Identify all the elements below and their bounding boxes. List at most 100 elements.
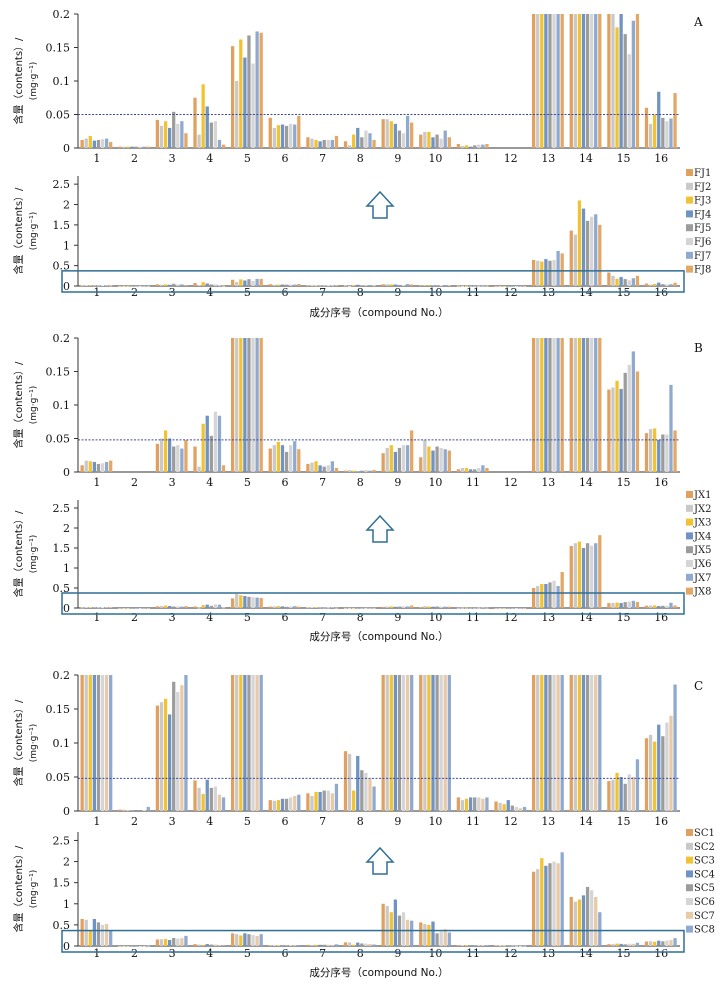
full-bar-JX4-5 bbox=[243, 596, 247, 608]
zoom-bar-SC1-8 bbox=[343, 751, 348, 811]
full-bar-SC6-4 bbox=[213, 944, 218, 946]
full-bar-JX2-16 bbox=[648, 605, 653, 608]
zoom-bar-JX1-4 bbox=[193, 446, 197, 472]
zoom-bar-FJ8-3 bbox=[184, 133, 188, 148]
zoom-bar-JX7-11 bbox=[481, 465, 485, 472]
zoom-bar-FJ5-16 bbox=[661, 117, 665, 148]
zoom-x-tick-label: 13 bbox=[541, 152, 555, 165]
legend-label: FJ7 bbox=[694, 251, 711, 262]
full-bar-SC4-11 bbox=[468, 945, 473, 946]
full-bar-SC1-9 bbox=[381, 903, 385, 946]
zoom-y-tick-label: 0 bbox=[63, 466, 70, 479]
full-bar-JX7-5 bbox=[255, 597, 259, 608]
full-bar-SC4-12 bbox=[506, 945, 510, 946]
full-bar-FJ5-3 bbox=[172, 283, 176, 286]
zoom-bar-JX3-8 bbox=[352, 470, 356, 472]
zoom-bar-SC8-8 bbox=[372, 786, 376, 811]
zoom-bar-FJ1-7 bbox=[306, 137, 310, 148]
zoom-bar-SC5-11 bbox=[473, 797, 477, 811]
zoom-bar-SC5-12 bbox=[510, 805, 514, 811]
zoom-bar-FJ4-9 bbox=[393, 123, 398, 148]
full-bar-FJ7-2 bbox=[142, 285, 146, 287]
zoom-bar-FJ1-11 bbox=[456, 143, 461, 148]
zoom-x-tick-label: 6 bbox=[281, 152, 288, 165]
full-bar-JX6-5 bbox=[251, 597, 255, 608]
zoom-bar-FJ8-10 bbox=[447, 137, 451, 148]
zoom-bar-FJ6-9 bbox=[401, 133, 406, 148]
full-bar-JX4-9 bbox=[393, 606, 398, 608]
zoom-bar-SC6-7 bbox=[326, 790, 330, 811]
full-bar-FJ6-8 bbox=[364, 284, 368, 286]
zoom-x-tick-label: 16 bbox=[654, 152, 668, 165]
zoom-bar-FJ1-9 bbox=[381, 119, 385, 148]
full-bar-SC7-5 bbox=[255, 935, 259, 946]
full-bar-SC2-13 bbox=[536, 869, 540, 946]
zoom-x-tick-label: 5 bbox=[244, 476, 251, 489]
full-bar-SC3-15 bbox=[615, 943, 619, 946]
full-bar-FJ5-13 bbox=[548, 260, 552, 286]
full-bar-SC7-14 bbox=[594, 897, 598, 946]
zoom-x-tick-label: 6 bbox=[281, 476, 288, 489]
zoom-bar-SC2-16 bbox=[648, 734, 653, 811]
zoom-bar-FJ5-15 bbox=[623, 34, 627, 148]
full-bar-JX5-14 bbox=[585, 543, 590, 608]
full-bar-FJ5-1 bbox=[96, 285, 101, 287]
full-bar-FJ2-2 bbox=[122, 285, 126, 287]
zoom-bar-SC6-14 bbox=[590, 675, 594, 811]
zoom-bar-SC7-13 bbox=[556, 675, 560, 811]
full-x-tick-label: 12 bbox=[504, 611, 518, 624]
full-x-tick-label: 14 bbox=[579, 947, 593, 960]
zoom-bar-FJ2-1 bbox=[84, 138, 88, 148]
full-x-tick-label: 15 bbox=[617, 611, 631, 624]
full-bar-FJ4-2 bbox=[130, 285, 134, 287]
zoom-bar-SC7-5 bbox=[255, 675, 259, 811]
full-bar-JX4-3 bbox=[167, 606, 172, 608]
full-bar-FJ3-4 bbox=[201, 282, 205, 286]
zoom-bar-SC4-7 bbox=[318, 791, 322, 811]
full-y-axis-label: 含量（contents）/ bbox=[12, 845, 25, 932]
full-bar-JX7-7 bbox=[330, 607, 334, 608]
full-bar-SC4-1 bbox=[92, 918, 97, 946]
full-bar-JX5-9 bbox=[397, 606, 402, 608]
full-bar-FJ7-8 bbox=[368, 285, 372, 286]
zoom-bar-SC6-6 bbox=[289, 797, 293, 811]
full-bar-JX6-13 bbox=[552, 580, 556, 608]
zoom-bar-SC8-4 bbox=[221, 797, 226, 811]
full-bar-FJ8-10 bbox=[447, 285, 451, 286]
legend-label: SC7 bbox=[694, 911, 715, 922]
full-bar-FJ4-10 bbox=[431, 285, 435, 286]
zoom-bar-FJ3-3 bbox=[163, 121, 168, 148]
zoom-bar-FJ6-4 bbox=[213, 121, 218, 148]
panel-A: A00.050.10.150.21 2 3 4 5 6 7 8 9 10 11 12 13 14 15 16含… bbox=[12, 8, 711, 319]
full-x-tick-label: 8 bbox=[357, 947, 364, 960]
zoom-bar-SC1-9 bbox=[381, 675, 385, 811]
full-bar-SC4-9 bbox=[393, 899, 398, 946]
legend-label: FJ6 bbox=[694, 237, 711, 248]
zoom-bar-SC3-2 bbox=[126, 810, 130, 811]
full-bar-FJ2-15 bbox=[611, 275, 615, 286]
full-bar-JX7-15 bbox=[631, 600, 635, 608]
zoom-bar-FJ3-16 bbox=[653, 114, 657, 148]
zoom-bar-FJ1-8 bbox=[343, 141, 348, 148]
full-bar-FJ2-6 bbox=[272, 284, 276, 286]
zoom-bar-SC3-9 bbox=[389, 675, 393, 811]
zoom-bar-SC8-11 bbox=[485, 797, 489, 811]
zoom-bar-FJ2-8 bbox=[347, 145, 352, 148]
zoom-bar-JX1-13 bbox=[532, 338, 536, 472]
zoom-x-tick-label: 1 bbox=[93, 476, 100, 489]
full-bar-FJ8-2 bbox=[146, 285, 150, 287]
full-x-tick-label: 5 bbox=[244, 611, 251, 624]
zoom-bar-FJ7-5 bbox=[255, 31, 259, 149]
full-x-tick-label: 1 bbox=[93, 947, 100, 960]
full-bar-SC1-3 bbox=[155, 939, 160, 946]
zoom-y-tick-label: 0.2 bbox=[53, 669, 71, 682]
zoom-y-tick-label: 0.15 bbox=[46, 703, 71, 716]
full-bar-JX5-7 bbox=[322, 607, 326, 609]
full-bar-SC8-15 bbox=[635, 942, 640, 946]
zoom-bar-FJ8-16 bbox=[673, 93, 677, 148]
full-bar-JX8-12 bbox=[522, 608, 527, 609]
legend-swatch-SC7 bbox=[686, 911, 693, 919]
zoom-bar-JX6-10 bbox=[439, 447, 443, 472]
zoom-bar-JX4-8 bbox=[356, 471, 360, 472]
zoom-bar-FJ2-11 bbox=[460, 145, 465, 148]
